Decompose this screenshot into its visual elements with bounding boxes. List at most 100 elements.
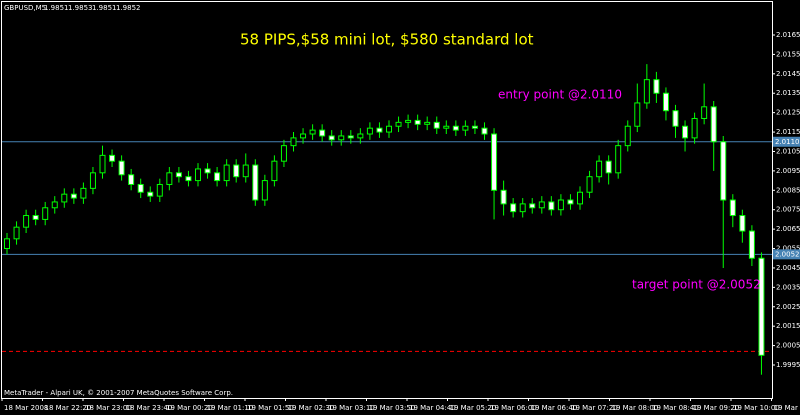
x-tick-label: 19 Mar 03:50 [369,404,416,412]
candle-body [701,106,708,119]
candle-body [328,135,335,141]
candle-body [615,145,622,174]
y-tick-label: 2.0035 [776,283,800,291]
candle-body [223,164,230,182]
candle-body [653,79,660,94]
candle-body [596,160,603,178]
candle-body [739,215,746,232]
price-line-label: 2.0110 [775,138,800,146]
candle-body [557,199,564,211]
candle-body [529,203,536,209]
candle-body [357,133,364,139]
x-tick-label: 19 Mar 07:20 [571,404,618,412]
y-tick-label: 2.0095 [776,167,800,175]
y-tick-label: 2.0085 [776,186,800,194]
x-tick-label: 19 Mar 10:00 [733,404,780,412]
annotation: entry point @2.0110 [498,88,622,102]
candle-body [32,215,39,220]
x-tick-label: 19 Mar 05:20 [450,404,497,412]
candle-body [4,238,10,250]
candle-body [643,79,650,104]
footer: MetaTrader - Alpari UK, © 2001-2007 Meta… [4,389,233,397]
candle-body [13,226,20,240]
candle-body [510,203,517,213]
candle-body [166,172,173,185]
candle-body [156,183,163,197]
candle-body [729,199,736,217]
candle-body [261,180,268,201]
candle-body [443,125,450,129]
y-tick-label: 2.0025 [776,303,800,311]
y-tick-label: 2.0055 [776,245,800,253]
y-tick-label: 2.0155 [776,50,800,58]
x-tick-label: 18 Mar 23:40 [126,404,173,412]
x-tick-label: 19 Mar 09:20 [693,404,740,412]
candle-body [300,133,307,139]
candle-body [605,160,612,174]
candle-body [548,201,555,211]
candle-body [338,135,345,141]
candle-body [271,160,278,182]
candle-body [395,121,402,127]
y-tick-label: 2.0135 [776,89,800,97]
candle-body [80,187,87,199]
y-tick-label: 2.0145 [776,70,800,78]
candle-body [414,119,421,125]
x-tick-label: 19 Mar 01:10 [207,404,254,412]
quote-value: 1.9851 [92,4,117,12]
x-tick-label: 19 Mar 01:50 [247,404,294,412]
candle-body [481,127,488,135]
candle-body [185,176,192,182]
candle-body [376,127,383,133]
x-tick-label: 18 Mar 2008 [4,404,48,412]
candle-body [290,137,297,147]
candle-body [710,106,717,143]
candle-body [433,121,440,129]
candle-body [51,201,58,209]
candle-body [61,193,68,203]
candle-body [424,121,431,125]
x-tick-label: 19 Mar 02:30 [288,404,335,412]
candle-body [280,145,287,162]
candle-body [758,257,765,356]
candle-body [242,164,249,178]
annotation: target point @2.0052 [632,278,761,292]
candle-body [204,168,211,174]
y-tick-label: 1.9995 [776,361,800,369]
candle-body [128,174,135,185]
y-tick-label: 2.0115 [776,128,800,136]
candle-body [23,215,30,228]
candle-body [682,125,689,139]
candle-body [89,172,96,189]
candle-body [672,110,679,127]
candle-body [634,102,641,127]
candle-body [405,119,412,123]
price-line-label: 2.0052 [775,250,800,258]
candle-body [70,193,77,199]
candle-body [577,191,583,205]
y-tick-label: 2.0005 [776,342,800,350]
candle-body [42,207,49,220]
candle-body [319,129,326,137]
candle-body [99,154,106,174]
y-tick-label: 2.0165 [776,31,800,39]
y-tick-label: 2.0105 [776,147,800,155]
candle-body [366,127,373,135]
x-tick-label: 18 Mar 22:20 [45,404,92,412]
candle-body [386,125,392,133]
candle-body [662,92,669,112]
candle-body [309,129,316,135]
candle-body [462,125,469,131]
candle-body [471,125,478,129]
plot-frame [1,1,773,399]
y-tick-label: 2.0065 [776,225,800,233]
x-tick-label: 19 Mar 10 [774,404,800,412]
quote-value: 1.9852 [116,4,141,12]
candle-body [567,199,574,205]
candle-body [748,230,755,259]
candle-body [720,141,727,201]
x-tick-label: 19 Mar 08:00 [612,404,659,412]
candle-body [491,133,498,191]
candle-body [214,172,221,182]
